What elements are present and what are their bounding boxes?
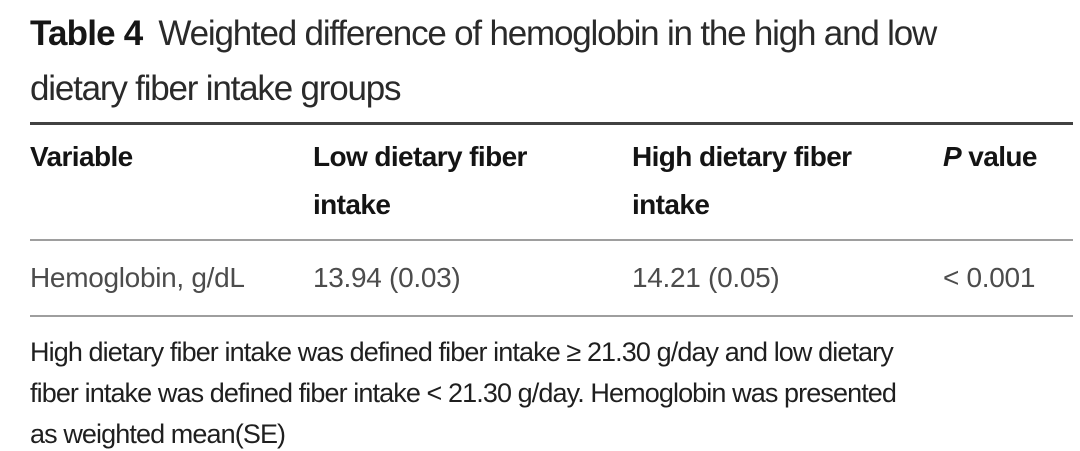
table-top-rule (30, 122, 1073, 125)
column-header-p-value: P value (943, 133, 1073, 229)
table-caption: Table 4 Weighted difference of hemoglobin… (30, 6, 1073, 116)
caption-line-1: Table 4 Weighted difference of hemoglobin… (30, 6, 1073, 61)
p-symbol: P (943, 141, 962, 172)
column-header-low-fiber: Low dietary fiber intake (313, 141, 527, 220)
row-p-value-cell: < 0.001 (943, 262, 1036, 293)
column-header-variable: Variable (30, 141, 133, 172)
table-row: Hemoglobin, g/dL 13.94 (0.03) 14.21 (0.0… (30, 241, 1073, 315)
caption-title-part-1: Weighted difference of hemoglobin in the… (158, 14, 937, 53)
footnote-line-3: as weighted mean(SE) (30, 419, 286, 449)
row-low-fiber-cell: 13.94 (0.03) (313, 262, 461, 293)
table-number-label: Table 4 (30, 14, 143, 53)
footnote-line-2: fiber intake was defined fiber intake < … (30, 378, 897, 408)
table-footnote: High dietary fiber intake was defined fi… (30, 332, 1073, 451)
table-bottom-rule (30, 315, 1073, 317)
row-variable-cell: Hemoglobin, g/dL (30, 262, 245, 293)
footnote-line-1: High dietary fiber intake was defined fi… (30, 337, 894, 367)
table-header-row: Variable Low dietary fiber intake High d… (30, 125, 1073, 239)
caption-line-2: dietary fiber intake groups (30, 69, 402, 108)
column-header-high-fiber: High dietary fiber intake (632, 141, 852, 220)
p-value-word: value (961, 141, 1037, 172)
table-figure: Table 4 Weighted difference of hemoglobin… (30, 0, 1073, 451)
row-high-fiber-cell: 14.21 (0.05) (632, 262, 780, 293)
header-divider-rule (30, 239, 1073, 241)
